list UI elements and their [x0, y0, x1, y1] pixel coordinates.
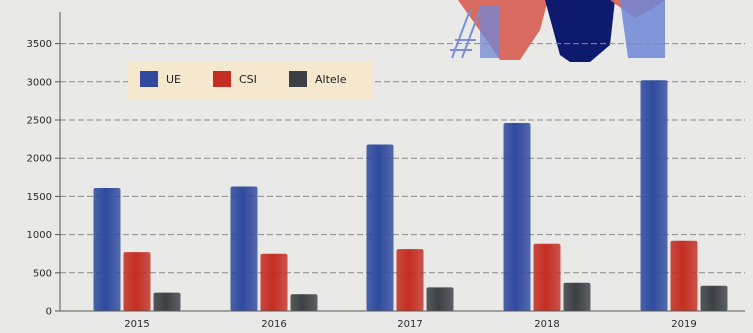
y-tick-label: 3500 [27, 39, 52, 50]
legend-label-ue: UE [166, 73, 181, 86]
bar-altele-2019 [700, 285, 728, 311]
y-tick-label: 3000 [27, 77, 52, 88]
bar-ue-2015 [93, 187, 121, 311]
x-tick-label: 2015 [124, 319, 149, 330]
x-tick-label: 2019 [671, 319, 696, 330]
y-tick-label: 2000 [27, 154, 52, 165]
legend-swatch-csi [213, 71, 231, 87]
x-tick-label: 2016 [261, 319, 286, 330]
bar-csi-2019 [670, 240, 698, 311]
x-tick-label: 2017 [397, 319, 422, 330]
bar-altele-2015 [153, 292, 181, 311]
y-tick-label: 2500 [27, 116, 52, 127]
bars [93, 80, 728, 311]
bar-altele-2016 [290, 294, 318, 311]
bar-altele-2018 [563, 282, 591, 311]
bar-csi-2018 [533, 243, 561, 311]
legend: UE CSI Altele [128, 61, 374, 99]
legend-swatch-altele [289, 71, 307, 87]
y-tick-label: 500 [33, 268, 52, 279]
x-tick-label: 2018 [534, 319, 559, 330]
legend-box [128, 61, 374, 99]
legend-label-csi: CSI [239, 73, 257, 86]
grid-lines [60, 43, 745, 274]
bar-ue-2018 [503, 123, 531, 311]
bar-csi-2017 [396, 249, 424, 311]
legend-swatch-ue [140, 71, 158, 87]
bar-altele-2017 [426, 287, 454, 311]
bar-ue-2019 [640, 80, 668, 311]
legend-label-altele: Altele [315, 73, 347, 86]
decorative-illustration [450, 0, 665, 62]
y-axis: 0 500 1000 1500 2000 2500 3000 3500 [27, 12, 61, 318]
y-tick-label: 1500 [27, 192, 52, 203]
y-tick-label: 1000 [27, 230, 52, 241]
y-tick-label: 0 [46, 307, 52, 318]
bar-csi-2015 [123, 252, 151, 311]
x-axis: 2015 2016 2017 2018 2019 [60, 310, 745, 330]
bar-csi-2016 [260, 253, 288, 311]
bar-ue-2017 [366, 144, 394, 311]
bar-ue-2016 [230, 186, 258, 311]
